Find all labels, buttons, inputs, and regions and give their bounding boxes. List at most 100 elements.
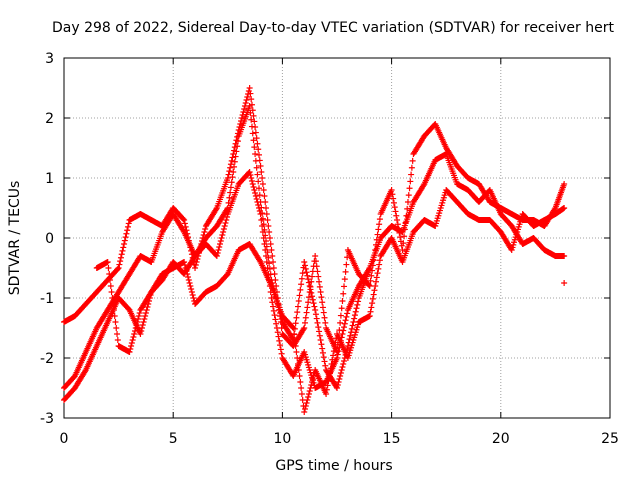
data-point [371, 287, 378, 294]
data-point [298, 281, 305, 288]
x-tick-label: 10 [273, 431, 291, 447]
data-point [341, 320, 348, 327]
data-point [312, 253, 319, 259]
data-point [351, 315, 358, 322]
data-point [314, 268, 321, 275]
data-point [273, 298, 280, 304]
data-point [261, 226, 268, 233]
series-track-c [61, 187, 568, 415]
data-point [350, 319, 357, 325]
data-point [246, 169, 253, 175]
data-point [114, 265, 121, 272]
data-point [253, 196, 260, 202]
data-point [225, 199, 232, 206]
data-point [227, 161, 234, 168]
data-point [407, 178, 414, 185]
data-point [306, 388, 313, 394]
data-point [298, 391, 305, 397]
data-point [264, 249, 271, 256]
data-point [317, 337, 324, 343]
data-point [126, 349, 133, 355]
data-point [119, 247, 126, 254]
data-point [277, 310, 284, 316]
data-point [109, 295, 116, 301]
data-point [311, 303, 318, 310]
data-point [251, 144, 258, 151]
data-point [269, 299, 276, 306]
data-point [265, 223, 272, 229]
data-point [370, 291, 377, 298]
data-point [278, 316, 285, 322]
data-point [111, 313, 118, 319]
data-point [218, 235, 225, 241]
data-point [117, 258, 124, 265]
data-point [339, 331, 346, 337]
data-point [277, 313, 284, 319]
data-point [129, 337, 136, 343]
data-point [337, 312, 344, 319]
data-point [137, 331, 144, 337]
data-point [335, 379, 342, 385]
data-point [273, 325, 280, 331]
data-point [334, 382, 341, 388]
data-point [310, 300, 317, 307]
data-point [121, 237, 128, 244]
data-point [372, 283, 379, 289]
data-point [180, 227, 187, 234]
data-point [246, 85, 253, 91]
data-point [213, 253, 220, 259]
data-point [255, 178, 262, 185]
data-point [248, 123, 255, 130]
data-point [250, 137, 257, 144]
data-point [227, 164, 234, 171]
data-point [368, 272, 375, 279]
data-point [234, 138, 241, 145]
data-point [296, 292, 303, 299]
data-point [243, 97, 250, 103]
data-point [309, 296, 316, 303]
data-point [373, 274, 380, 281]
data-point [230, 169, 237, 175]
data-point [249, 130, 256, 137]
data-point [337, 319, 344, 326]
data-point [271, 312, 278, 319]
data-point [330, 348, 337, 355]
series-track-d [93, 103, 373, 391]
data-point [302, 314, 309, 321]
data-point [303, 309, 310, 316]
data-point [263, 238, 270, 244]
data-point [375, 265, 382, 272]
data-point [348, 329, 355, 336]
data-point [409, 157, 416, 164]
data-point [343, 349, 350, 355]
data-point [141, 316, 148, 322]
data-point [223, 217, 230, 223]
data-point [219, 232, 226, 238]
data-point [290, 337, 297, 343]
data-point [340, 327, 347, 334]
data-point [303, 269, 310, 276]
data-point [319, 349, 326, 356]
data-point [266, 260, 273, 267]
data-point [305, 299, 312, 306]
data-point [312, 311, 319, 318]
data-point [131, 331, 138, 337]
data-point [252, 151, 259, 157]
data-point [121, 241, 128, 247]
data-point [309, 273, 316, 280]
data-point [114, 337, 121, 343]
data-point [227, 189, 234, 196]
data-point [104, 259, 111, 265]
data-point [322, 362, 329, 369]
data-point [341, 355, 348, 361]
data-point [293, 349, 300, 355]
data-point [262, 232, 269, 239]
data-point [246, 103, 253, 109]
data-point [274, 329, 281, 336]
series-track-b [61, 151, 568, 391]
data-point [251, 187, 258, 193]
data-point [224, 206, 231, 213]
data-point [270, 283, 277, 289]
data-point [341, 276, 348, 283]
